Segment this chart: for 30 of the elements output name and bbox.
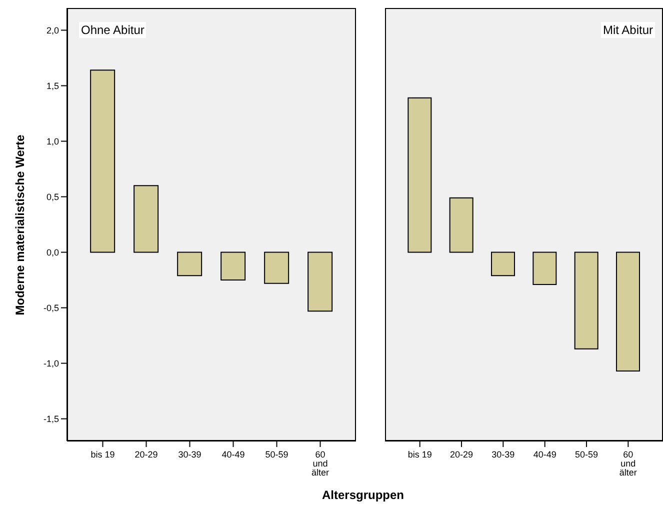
y-tick-label: 1,5 [46, 80, 59, 91]
bar [134, 185, 159, 253]
x-tick-label: 50-59 [265, 449, 288, 460]
x-tick-label: 30-39 [178, 449, 202, 460]
bar [264, 252, 290, 284]
bar [90, 70, 116, 253]
text: Ohne Abitur [79, 22, 146, 38]
x-tick-label: 20-29 [134, 449, 158, 460]
y-tick-label: 1,0 [46, 136, 59, 146]
x-tick-label: 30-39 [492, 449, 515, 460]
bar [308, 252, 333, 312]
y-tick-label: 0,0 [46, 247, 59, 258]
x-tick-label: bis 19 [408, 449, 432, 460]
x-tick-label: 50-59 [574, 449, 598, 460]
y-axis-title: Moderne materialistische Werte [13, 134, 27, 315]
x-tick-label: 40-49 [222, 449, 245, 460]
x-tick-label: 60 und älter [311, 449, 330, 478]
x-tick-label: 60 und älter [619, 449, 637, 478]
y-tick-label: -1,0 [43, 358, 59, 368]
x-axis-title: Altersgruppen [322, 488, 404, 502]
text: Mit Abitur [600, 22, 655, 38]
bar [177, 252, 202, 276]
y-tick-label: 0,5 [46, 192, 59, 202]
x-tick-label: 40-49 [533, 449, 556, 460]
y-tick-label: -0,5 [43, 302, 59, 313]
y-tick-label: 2,0 [46, 25, 59, 36]
bar [220, 252, 246, 281]
x-tick-label: 20-29 [450, 449, 474, 460]
y-tick-label: -1,5 [43, 414, 59, 424]
x-tick-label: bis 19 [90, 449, 115, 460]
